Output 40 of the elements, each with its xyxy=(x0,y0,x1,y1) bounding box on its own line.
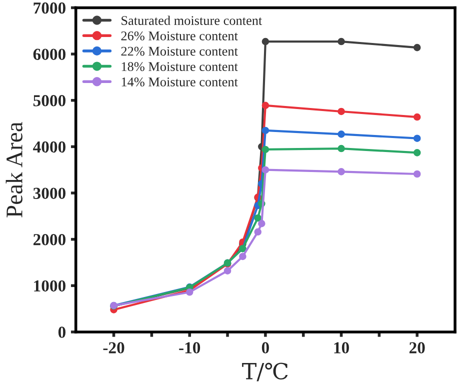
y-tick-label: 2000 xyxy=(33,234,66,246)
point xyxy=(262,166,270,174)
y-tick-label: 0 xyxy=(58,326,66,338)
y-tick-label: 5000 xyxy=(33,95,66,106)
x-tick-label: -20 xyxy=(103,342,124,354)
point xyxy=(413,44,421,52)
point xyxy=(338,38,345,46)
point xyxy=(262,102,270,110)
point xyxy=(239,252,246,260)
y-tick-label: 3000 xyxy=(33,188,66,199)
x-tick-label: -10 xyxy=(179,342,200,354)
point xyxy=(413,134,421,142)
legend-label: 22% Moisture content xyxy=(121,46,238,56)
point xyxy=(254,228,262,236)
point xyxy=(338,108,345,116)
legend-label: Saturated moisture content xyxy=(122,16,262,26)
x-tick-label: 0 xyxy=(262,342,269,354)
x-tick-label: 20 xyxy=(409,342,425,354)
y-tick-label: 4000 xyxy=(33,141,66,153)
legend-label: 26% Moisture content xyxy=(121,31,238,40)
x-tick-label: 10 xyxy=(334,342,349,354)
y-axis-title: Peak Area xyxy=(6,122,22,218)
point xyxy=(413,113,421,121)
point xyxy=(338,144,345,152)
y-tick-label: 1000 xyxy=(34,280,66,292)
point xyxy=(413,170,421,178)
legend-label: 14% Moisture content xyxy=(122,77,238,86)
y-tick-label: 6000 xyxy=(33,48,66,60)
point xyxy=(254,214,262,222)
point xyxy=(258,220,266,228)
x-axis-title: T/℃ xyxy=(242,362,288,382)
y-tick-label: 7000 xyxy=(34,2,66,14)
point xyxy=(262,126,270,134)
legend-label: 18% Moisture content xyxy=(122,62,238,72)
point xyxy=(338,130,345,138)
point xyxy=(262,146,270,154)
point xyxy=(262,38,270,46)
point xyxy=(224,267,232,274)
point xyxy=(413,149,421,156)
point xyxy=(338,168,345,176)
